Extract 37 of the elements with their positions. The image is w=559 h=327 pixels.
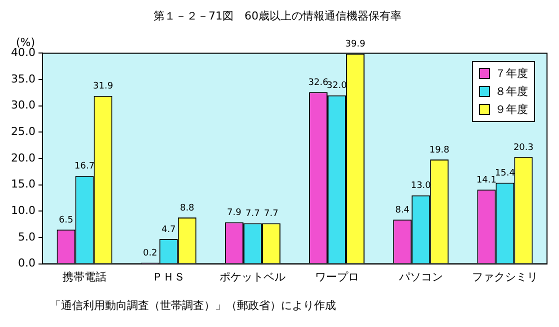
- text: 7.9: [227, 208, 242, 218]
- text: 20.3: [513, 142, 534, 153]
- legend-label: ９年度: [495, 102, 528, 118]
- chart-title: 第１－２－71図 60歳以上の情報通信機器保有率: [154, 9, 402, 22]
- legend-label: ７年度: [495, 66, 528, 82]
- legend-label: ８年度: [495, 84, 528, 100]
- x-tick-label: パソコン: [398, 270, 443, 284]
- y-tick-label: 35.0: [10, 72, 36, 86]
- text: 0.2: [142, 248, 158, 259]
- y-tick-label: 30.0: [10, 98, 36, 112]
- y-tick-label: 5.0: [18, 230, 36, 244]
- x-tick-label: ポケットベル: [220, 270, 286, 284]
- text: 15.4: [494, 168, 515, 179]
- text: 4.7: [161, 224, 176, 235]
- x-tick-label: ワープロ: [314, 270, 359, 284]
- y-tick-label: 0.0: [18, 256, 36, 270]
- text: 8.8: [180, 203, 194, 214]
- text: 7.7: [246, 209, 260, 220]
- y-tick-label: 40.0: [10, 46, 36, 60]
- text: 8.4: [395, 205, 410, 216]
- y-tick-label: 25.0: [10, 125, 36, 138]
- text: 39.9: [345, 40, 366, 50]
- text: 32.6: [308, 78, 328, 88]
- text: 7.7: [264, 209, 278, 220]
- y-tick-label: 15.0: [10, 178, 36, 191]
- text: 31.9: [93, 82, 114, 92]
- text: 19.8: [429, 145, 450, 156]
- y-tick-label: 20.0: [10, 151, 36, 164]
- y-tick-label: 10.0: [10, 204, 36, 218]
- text: 16.7: [74, 162, 95, 172]
- text: 6.5: [58, 215, 74, 226]
- x-tick-label: 携帯電話: [62, 270, 107, 284]
- text: 14.1: [476, 175, 496, 186]
- x-tick-label: ＰＨＳ: [152, 270, 186, 284]
- text: 「通信利用動向調査（世帯調査）」（郵政省）により作成: [50, 298, 336, 313]
- x-tick-label: ファクシミリ: [472, 270, 538, 284]
- y-axis-title: (%): [16, 36, 36, 49]
